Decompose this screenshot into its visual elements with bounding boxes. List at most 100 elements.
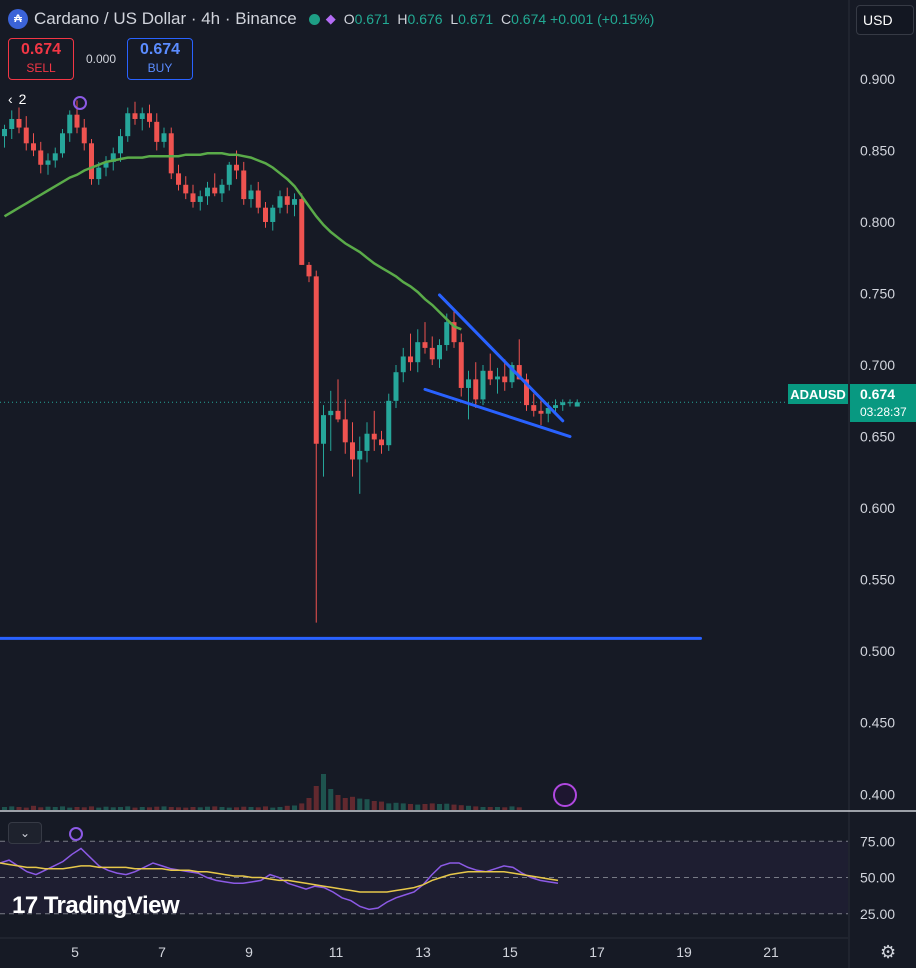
volume-bar bbox=[147, 807, 152, 810]
candle-body bbox=[89, 143, 94, 180]
sell-price: 0.674 bbox=[20, 41, 62, 58]
volume-bar bbox=[429, 803, 435, 810]
sell-button[interactable]: 0.674 SELL bbox=[8, 38, 74, 80]
price-tick-label: 0.400 bbox=[860, 786, 895, 802]
volume-bar bbox=[118, 807, 123, 810]
rsi-level-label: 50.00 bbox=[860, 870, 895, 886]
market-open-dot-icon bbox=[308, 13, 320, 25]
volume-bar bbox=[226, 807, 232, 810]
last-price-tag: 0.674 03:28:37 bbox=[850, 384, 916, 422]
volume-bar bbox=[248, 807, 254, 810]
volume-bar bbox=[154, 806, 160, 810]
share-icon: ◆ bbox=[325, 11, 336, 26]
time-tick-label: 21 bbox=[763, 944, 779, 960]
candle-body bbox=[531, 405, 537, 411]
candle-body bbox=[31, 143, 36, 151]
volume-bar bbox=[183, 807, 189, 810]
price-tick-label: 0.800 bbox=[860, 214, 895, 230]
candle-body bbox=[241, 170, 247, 200]
volume-bar bbox=[415, 804, 421, 810]
bar-countdown: 03:28:37 bbox=[860, 405, 907, 419]
legend-toggle[interactable]: ‹ 2 bbox=[8, 91, 26, 107]
spread-value: 0.000 bbox=[86, 52, 117, 66]
candle-body bbox=[219, 184, 225, 194]
last-price: 0.674 bbox=[860, 386, 896, 402]
volume-bar bbox=[480, 807, 486, 810]
candle-body bbox=[16, 118, 22, 128]
volume-bar bbox=[502, 807, 508, 810]
status-indicator[interactable]: ◆ bbox=[308, 11, 336, 27]
symbol-title[interactable]: Cardano / US Dollar · 4h · Binance bbox=[34, 9, 297, 28]
lightning-alert-icon bbox=[553, 783, 577, 807]
buy-button[interactable]: 0.674 BUY bbox=[127, 38, 193, 80]
candle-body bbox=[321, 415, 326, 444]
volume-bar bbox=[400, 803, 406, 810]
candle-body bbox=[234, 164, 239, 171]
candle-body bbox=[255, 190, 261, 208]
indicator-collapse-button[interactable]: ⌄ bbox=[8, 822, 42, 844]
tradingview-logo: 17 TradingView bbox=[12, 892, 180, 920]
settings-gear-icon[interactable]: ⚙ bbox=[880, 942, 897, 962]
sell-label: SELL bbox=[26, 61, 56, 75]
candle-body bbox=[364, 433, 370, 451]
candle-body bbox=[553, 405, 558, 408]
candle-body bbox=[379, 439, 384, 446]
volume-bar bbox=[219, 807, 225, 810]
time-tick-label: 7 bbox=[158, 944, 166, 960]
price-tick-label: 0.900 bbox=[860, 71, 895, 87]
volume-bar bbox=[132, 807, 138, 810]
candle-body bbox=[292, 199, 297, 205]
time-tick-label: 15 bbox=[502, 944, 518, 960]
volume-bar bbox=[176, 807, 181, 810]
price-tick-label: 0.600 bbox=[860, 500, 895, 516]
rsi-line bbox=[0, 847, 559, 911]
tradingview-mark-icon: 17 bbox=[12, 892, 38, 919]
candle-body bbox=[263, 207, 268, 222]
cardano-logo-icon[interactable]: ₳ bbox=[8, 9, 28, 29]
rsi-ma-line bbox=[0, 862, 559, 893]
candle-body bbox=[516, 365, 522, 380]
candle-body bbox=[437, 345, 442, 360]
candle-body bbox=[422, 342, 428, 348]
volume-bar bbox=[190, 807, 196, 810]
candle-body bbox=[52, 153, 58, 161]
candle-body bbox=[118, 136, 123, 154]
volume-bar bbox=[168, 807, 174, 810]
currency-selector[interactable]: USD bbox=[856, 5, 914, 35]
volume-bar bbox=[371, 801, 377, 810]
candle-body bbox=[45, 160, 51, 165]
volume-bar bbox=[161, 806, 167, 810]
volume-bar bbox=[60, 806, 65, 810]
volume-bar bbox=[422, 804, 428, 810]
candle-body bbox=[183, 184, 189, 194]
volume-bar bbox=[16, 807, 22, 810]
candle-body bbox=[371, 433, 377, 440]
candle-body bbox=[451, 322, 457, 343]
moving-average-line bbox=[3, 152, 462, 331]
volume-bar bbox=[234, 807, 239, 810]
candle-body bbox=[350, 442, 355, 460]
volume-bar bbox=[393, 802, 399, 810]
candle-body bbox=[9, 118, 15, 129]
time-tick-label: 19 bbox=[676, 944, 692, 960]
candle-body bbox=[197, 196, 203, 202]
candle-body bbox=[284, 196, 290, 205]
volume-bar bbox=[38, 807, 44, 810]
candle-body bbox=[67, 114, 73, 134]
time-tick-label: 9 bbox=[245, 944, 253, 960]
candle-body bbox=[125, 113, 131, 137]
volume-bar bbox=[466, 805, 471, 810]
candle-body bbox=[393, 372, 399, 401]
candle-body bbox=[487, 370, 493, 380]
volume-bar bbox=[205, 806, 210, 810]
volume-bar bbox=[52, 807, 58, 810]
time-tick-label: 5 bbox=[71, 944, 79, 960]
candle-body bbox=[81, 127, 87, 144]
volume-bar bbox=[31, 805, 36, 810]
volume-bar bbox=[23, 807, 29, 810]
volume-bar bbox=[321, 774, 326, 810]
volume-bar bbox=[2, 807, 7, 810]
candle-body bbox=[226, 164, 232, 185]
volume-bar bbox=[379, 801, 384, 810]
